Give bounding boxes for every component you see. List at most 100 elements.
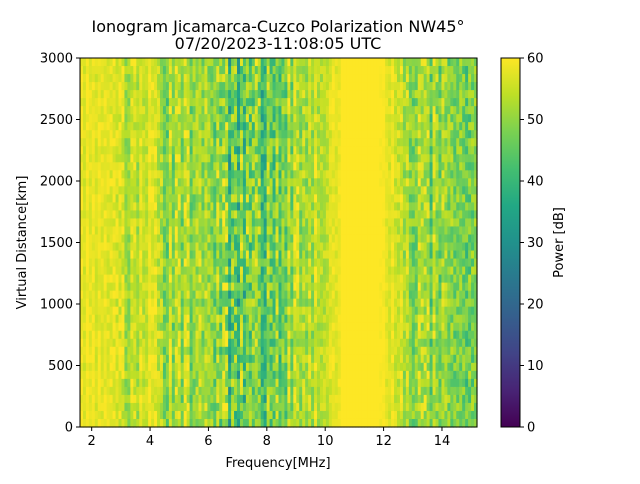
heatmap-cell <box>296 186 300 195</box>
heatmap-cell <box>148 114 152 123</box>
heatmap-cell <box>145 130 149 139</box>
heatmap-cell <box>112 338 117 348</box>
heatmap-cell <box>213 138 217 147</box>
heatmap-cell <box>311 306 315 316</box>
heatmap-cell <box>275 58 280 67</box>
heatmap-cell <box>281 170 286 179</box>
heatmap-cell <box>82 114 87 123</box>
heatmap-cell <box>210 370 214 380</box>
heatmap-cell <box>177 330 182 340</box>
heatmap-cell <box>225 130 229 139</box>
heatmap-cell <box>94 162 99 171</box>
heatmap-cell <box>281 354 286 364</box>
heatmap-cell <box>263 314 268 324</box>
heatmap-cell <box>139 242 143 252</box>
heatmap-cell <box>319 306 324 316</box>
heatmap-cell <box>284 394 288 404</box>
heatmap-cell <box>376 146 380 155</box>
heatmap-cell <box>319 314 324 324</box>
heatmap-cell <box>355 218 360 228</box>
heatmap-cell <box>121 410 126 420</box>
heatmap-cell <box>367 58 371 67</box>
heatmap-cell <box>201 242 206 252</box>
heatmap-cell <box>373 82 377 91</box>
heatmap-cell <box>361 410 366 420</box>
heatmap-cell <box>263 218 268 228</box>
heatmap-cell <box>85 378 90 388</box>
heatmap-cell <box>121 370 126 380</box>
heatmap-cell <box>91 386 96 396</box>
heatmap-cell <box>189 378 194 388</box>
heatmap-cell <box>302 186 306 195</box>
heatmap-cell <box>254 74 259 83</box>
heatmap-cell <box>237 282 241 292</box>
heatmap-cell <box>136 154 140 163</box>
heatmap-cell <box>251 330 256 340</box>
heatmap-cell <box>82 186 87 195</box>
heatmap-cell <box>379 322 383 332</box>
heatmap-cell <box>379 194 383 203</box>
heatmap-cell <box>293 194 297 203</box>
heatmap-cell <box>340 338 345 348</box>
heatmap-cell <box>302 194 306 203</box>
heatmap-cell <box>272 258 277 268</box>
heatmap-cell <box>331 162 336 171</box>
heatmap-cell <box>91 242 96 252</box>
heatmap-cell <box>106 234 111 244</box>
heatmap-cell <box>382 250 386 260</box>
heatmap-cell <box>85 122 90 131</box>
heatmap-cell <box>281 290 286 300</box>
heatmap-cell <box>174 210 179 220</box>
heatmap-cell <box>311 130 315 139</box>
heatmap-cell <box>331 90 336 99</box>
heatmap-cell <box>222 226 226 236</box>
heatmap-cell <box>254 250 259 260</box>
heatmap-cell <box>186 258 191 268</box>
heatmap-cell <box>100 418 105 428</box>
heatmap-cell <box>328 234 333 244</box>
heatmap-cell <box>239 66 244 75</box>
heatmap-cell <box>364 250 368 260</box>
heatmap-cell <box>370 194 374 203</box>
heatmap-cell <box>242 410 247 420</box>
heatmap-cell <box>127 130 131 139</box>
heatmap-cell <box>189 138 194 147</box>
heatmap-cell <box>361 66 366 75</box>
heatmap-cell <box>207 114 211 123</box>
heatmap-cell <box>343 178 348 187</box>
heatmap-cell <box>278 242 283 252</box>
heatmap-cell <box>251 290 256 300</box>
heatmap-cell <box>254 242 259 252</box>
heatmap-cell <box>248 178 253 187</box>
heatmap-cell <box>124 226 128 236</box>
heatmap-cell <box>183 154 188 163</box>
heatmap-cell <box>331 314 336 324</box>
heatmap-cell <box>361 82 366 91</box>
heatmap-cell <box>245 58 250 67</box>
heatmap-cell <box>195 218 200 228</box>
heatmap-cell <box>97 394 102 404</box>
heatmap-cell <box>388 74 392 83</box>
heatmap-cell <box>91 162 96 171</box>
heatmap-cell <box>174 186 179 195</box>
heatmap-cell <box>278 66 283 75</box>
heatmap-cell <box>361 90 366 99</box>
heatmap-cell <box>94 74 99 83</box>
heatmap-cell <box>275 218 280 228</box>
heatmap-cell <box>349 306 354 316</box>
heatmap-cell <box>319 90 324 99</box>
heatmap-cell <box>109 394 114 404</box>
heatmap-cell <box>370 170 374 179</box>
heatmap-cell <box>151 354 155 364</box>
heatmap-cell <box>151 178 155 187</box>
heatmap-cell <box>118 122 123 131</box>
heatmap-cell <box>148 146 152 155</box>
heatmap-cell <box>118 330 123 340</box>
heatmap-cell <box>136 418 140 428</box>
heatmap-cell <box>275 354 280 364</box>
heatmap-cell <box>88 66 93 75</box>
heatmap-cell <box>237 226 241 236</box>
heatmap-cell <box>142 322 146 332</box>
heatmap-cell <box>379 298 383 308</box>
heatmap-cell <box>254 210 259 220</box>
